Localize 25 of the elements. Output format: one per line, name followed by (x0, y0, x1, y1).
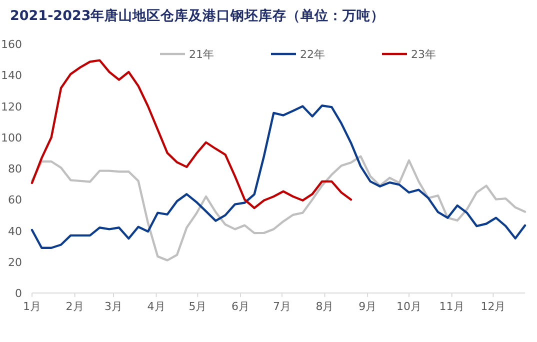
x-tick-label: 5月 (188, 300, 207, 313)
y-tick-label: 140 (1, 69, 22, 82)
legend-label: 23年 (411, 48, 436, 61)
y-tick-label: 160 (1, 38, 22, 51)
x-tick-label: 2月 (66, 300, 84, 313)
x-tick-label: 4月 (147, 300, 166, 313)
y-tick-label: 0 (15, 287, 22, 300)
y-tick-label: 80 (8, 162, 22, 176)
x-tick-label: 6月 (232, 300, 250, 313)
x-tick-label: 11月 (439, 300, 464, 313)
x-tick-label: 7月 (272, 300, 291, 313)
x-tick-label: 1月 (23, 300, 41, 313)
x-tick-label: 10月 (396, 300, 422, 313)
legend-label: 22年 (300, 48, 325, 61)
y-tick-label: 20 (8, 256, 22, 269)
legend-label: 21年 (189, 48, 214, 61)
x-tick-label: 9月 (358, 300, 377, 313)
y-tick-label: 120 (1, 100, 22, 114)
x-tick-label: 8月 (316, 300, 334, 313)
y-tick-label: 60 (8, 194, 22, 207)
title: 2021-2023年唐山地区仓库及港口钢坯库存（单位：万吨） (10, 8, 385, 24)
y-tick-label: 100 (1, 131, 22, 144)
x-tick-label: 12月 (480, 300, 506, 313)
x-tick-label: 3月 (104, 300, 122, 313)
y-tick-label: 40 (8, 224, 22, 238)
